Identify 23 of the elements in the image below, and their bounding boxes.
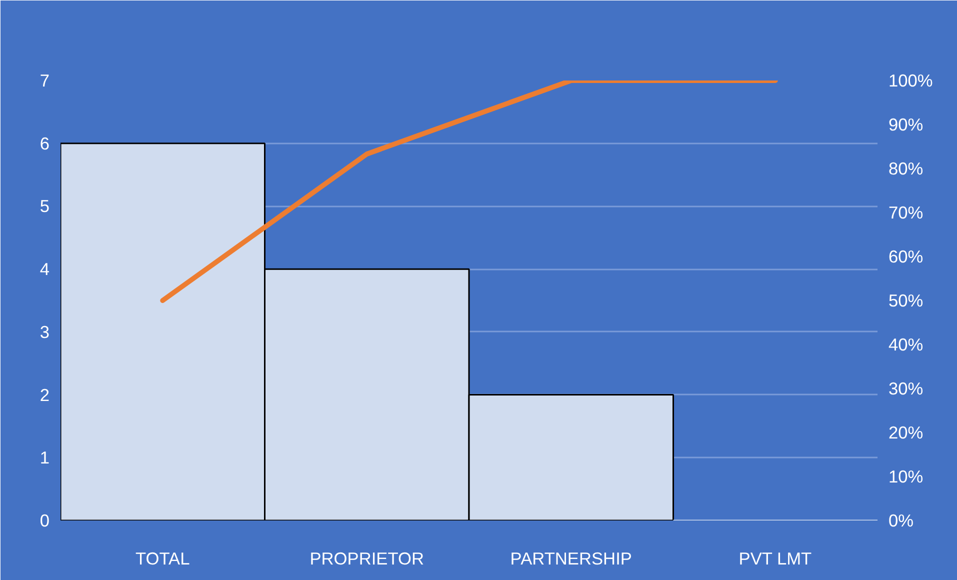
x-tick-label: PROPRIETOR: [310, 548, 424, 568]
y2-tick-label: 30%: [888, 378, 924, 398]
y2-tick-label: 60%: [888, 246, 924, 266]
x-tick-label: PARTNERSHIP: [510, 548, 632, 568]
y-tick-label: 1: [40, 448, 50, 468]
y-tick-label: 3: [40, 322, 50, 342]
y-tick-label: 4: [40, 259, 50, 280]
y2-tick-label: 90%: [888, 114, 924, 134]
y2-tick-label: 50%: [888, 290, 924, 310]
x-tick-label: PVT LMT: [738, 548, 812, 568]
y2-tick-label: 0%: [888, 510, 914, 530]
y-tick-label: 2: [40, 384, 50, 405]
y-tick-label: 0: [40, 510, 50, 530]
y-tick-label: 5: [40, 196, 50, 216]
y2-tick-label: 80%: [888, 158, 924, 178]
y-tick-label: 6: [40, 133, 50, 154]
y2-tick-label: 40%: [888, 334, 924, 354]
y-tick-label: 7: [40, 70, 50, 90]
x-tick-label: TOTAL: [136, 548, 190, 568]
y2-tick-label: 10%: [888, 466, 924, 486]
y2-tick-label: 100%: [888, 70, 933, 90]
y2-tick-label: 70%: [888, 202, 924, 222]
y2-tick-label: 20%: [888, 422, 924, 442]
